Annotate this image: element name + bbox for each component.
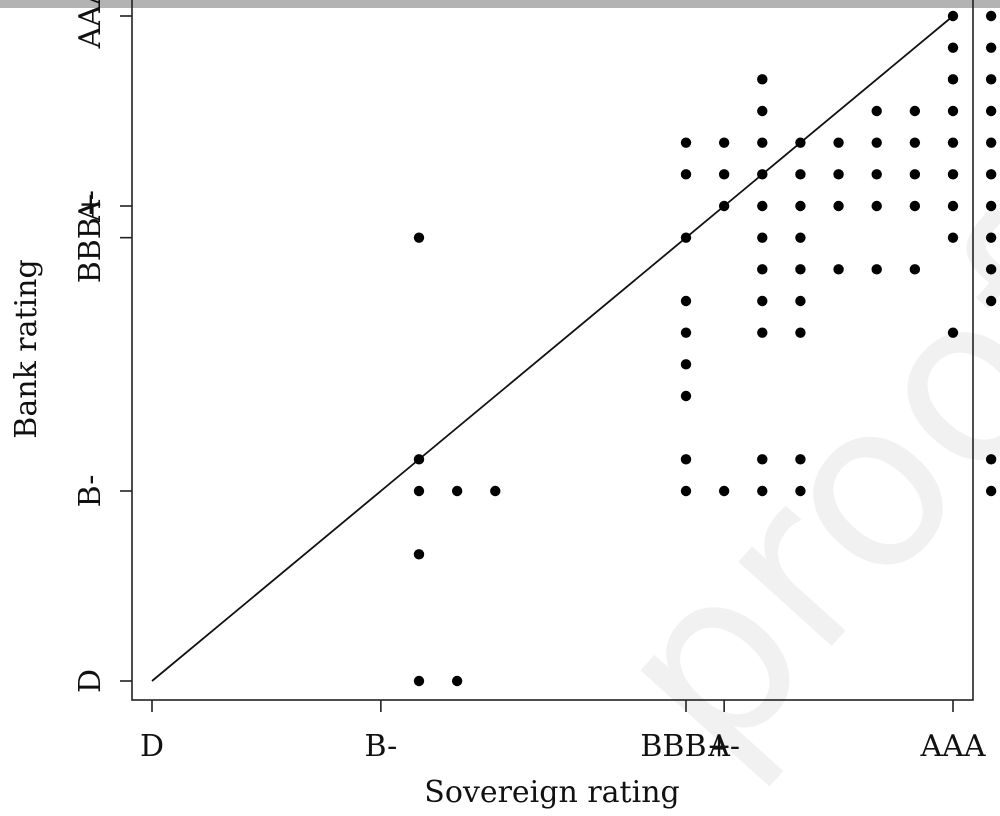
data-point — [985, 200, 997, 212]
data-point — [680, 295, 692, 307]
data-point — [871, 200, 882, 212]
data-point — [718, 137, 730, 148]
data-point — [757, 232, 768, 243]
data-point — [985, 10, 997, 22]
y-axis-title: Bank rating — [9, 259, 44, 438]
data-point — [947, 105, 959, 117]
y-tick-label: D — [73, 669, 108, 693]
data-point — [718, 485, 730, 497]
y-tick-label: BBB+ — [73, 192, 108, 283]
data-point — [680, 390, 692, 402]
data-point — [871, 105, 882, 117]
data-point — [757, 454, 768, 465]
data-point — [909, 137, 921, 148]
data-point — [795, 264, 806, 275]
data-point — [795, 137, 806, 148]
data-point — [680, 485, 692, 497]
data-point — [680, 327, 692, 338]
data-point — [985, 169, 997, 180]
data-point — [909, 169, 921, 180]
diagonal-reference-line — [151, 15, 954, 682]
data-point — [757, 74, 768, 85]
data-point — [985, 264, 997, 275]
plot-frame — [131, 0, 974, 701]
data-point — [795, 454, 806, 465]
data-point — [909, 105, 921, 117]
data-point — [795, 232, 806, 243]
data-point — [985, 42, 997, 53]
data-point — [680, 359, 692, 370]
data-point — [985, 74, 997, 85]
data-point — [833, 169, 844, 180]
data-point — [947, 74, 959, 85]
data-point — [909, 200, 921, 212]
data-point — [871, 169, 882, 180]
x-tick-label: A- — [707, 729, 740, 764]
data-point — [947, 42, 959, 53]
data-point — [680, 169, 692, 180]
y-tick-label: B- — [73, 475, 108, 508]
data-point — [490, 485, 501, 497]
data-point — [757, 105, 768, 117]
data-point — [909, 264, 921, 275]
data-point — [757, 137, 768, 148]
data-point — [757, 200, 768, 212]
data-point — [757, 264, 768, 275]
data-point — [718, 169, 730, 180]
data-point — [451, 675, 463, 687]
x-tick-label: D — [140, 729, 164, 764]
y-tick-label: A- — [73, 190, 108, 223]
data-point — [985, 295, 997, 307]
data-point — [757, 327, 768, 338]
x-tick-label: AAA — [920, 729, 986, 764]
data-point — [718, 200, 730, 212]
data-point — [985, 105, 997, 117]
data-point — [795, 200, 806, 212]
data-point — [947, 200, 959, 212]
x-axis-title: Sovereign rating — [424, 775, 679, 810]
y-tick-label: AAA — [73, 0, 108, 50]
data-point — [985, 137, 997, 148]
data-point — [985, 454, 997, 465]
data-point — [413, 485, 425, 497]
x-tick-label: B- — [364, 729, 397, 764]
data-point — [413, 549, 425, 560]
data-point — [413, 454, 425, 465]
data-point — [947, 327, 959, 338]
data-point — [947, 137, 959, 148]
x-tick-label: BBB+ — [640, 729, 731, 764]
data-point — [680, 232, 692, 243]
data-point — [947, 169, 959, 180]
data-point — [795, 169, 806, 180]
data-point — [680, 137, 692, 148]
data-point — [680, 454, 692, 465]
data-point — [795, 295, 806, 307]
data-point — [947, 10, 959, 22]
data-point — [985, 232, 997, 243]
top-bar — [0, 0, 1000, 8]
data-point — [795, 485, 806, 497]
data-point — [757, 295, 768, 307]
data-point — [757, 485, 768, 497]
data-point — [451, 485, 463, 497]
data-points — [413, 10, 997, 687]
data-point — [947, 232, 959, 243]
data-point — [757, 169, 768, 180]
data-point — [833, 264, 844, 275]
data-point — [413, 232, 425, 243]
data-point — [413, 675, 425, 687]
data-point — [985, 485, 997, 497]
data-point — [833, 200, 844, 212]
data-point — [833, 137, 844, 148]
data-point — [795, 327, 806, 338]
data-point — [871, 264, 882, 275]
data-point — [871, 137, 882, 148]
